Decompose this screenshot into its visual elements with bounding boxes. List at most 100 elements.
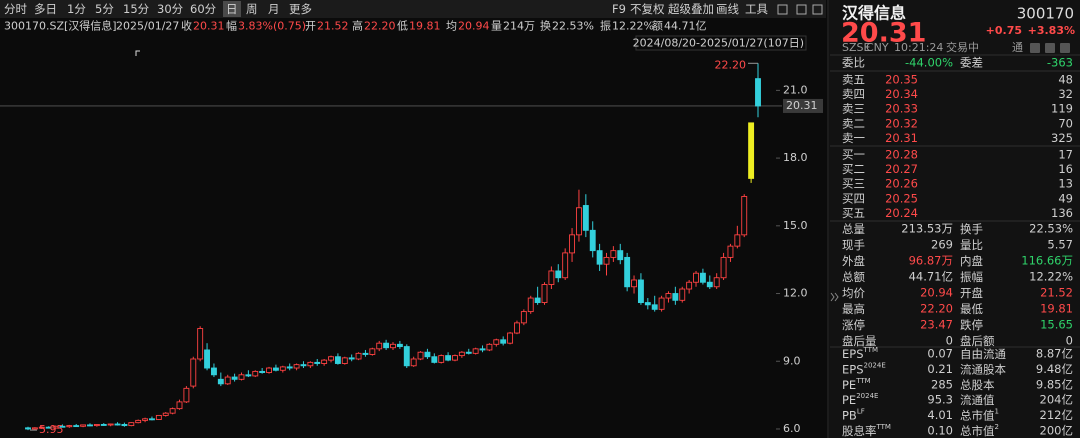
last-price-box <box>783 98 823 113</box>
book-price: 20.24 <box>885 206 918 220</box>
stat-value: 21.52 <box>1040 286 1073 300</box>
stat-label-text: EPS <box>842 362 864 376</box>
candle-body <box>355 352 362 360</box>
info-value: 12.22% <box>612 20 654 33</box>
candle-body <box>272 367 279 371</box>
stat-value: 200亿 <box>1040 424 1073 438</box>
period-tab[interactable]: 日 <box>226 2 238 16</box>
info-label: 开 <box>305 20 316 33</box>
candle-body <box>534 297 541 304</box>
y-tick-label: 15.0 <box>783 219 808 232</box>
badge-icon[interactable] <box>1060 43 1070 53</box>
candle-body <box>644 302 651 306</box>
stat-label-text: PB <box>842 408 857 422</box>
stat-value: 15.65 <box>1040 318 1073 332</box>
candle-body <box>734 234 741 247</box>
stat-label-text: 总市值 <box>960 424 995 438</box>
stat-label-text: EPS <box>842 347 864 361</box>
candle-body <box>252 370 259 377</box>
period-tab[interactable]: 更多 <box>289 2 312 16</box>
stock-name: 汉得信息 <box>842 4 906 23</box>
stat-label: 跌停 <box>960 318 983 332</box>
stat-label: EPS2024E <box>842 361 886 376</box>
period-tab[interactable]: 多日 <box>34 2 57 16</box>
book-label: 卖五 <box>842 73 865 87</box>
period-tab[interactable]: 分时 <box>4 2 27 16</box>
candle-body <box>210 367 217 376</box>
stat-label: 最高 <box>842 302 865 316</box>
candle-body <box>741 196 748 236</box>
tool-button[interactable]: 超级叠加 <box>668 2 714 16</box>
range-box[interactable] <box>635 35 807 51</box>
stat-value: 204亿 <box>1040 393 1073 407</box>
badge-icon[interactable] <box>1030 43 1040 53</box>
stat-label-text: 总额 <box>842 270 865 284</box>
tool-button[interactable]: F9 <box>612 2 626 16</box>
stat-value: 0.07 <box>927 347 953 361</box>
stat-value: 285 <box>931 377 953 391</box>
collapse-icon[interactable] <box>830 292 835 302</box>
badge-icon[interactable] <box>1045 43 1055 53</box>
period-tab[interactable]: 周 <box>246 2 258 16</box>
last-price-label: 20.31 <box>786 99 818 112</box>
book-label: 买四 <box>842 191 865 205</box>
book-label: 买五 <box>842 206 865 220</box>
collapse-icon[interactable] <box>834 292 839 302</box>
candle-body <box>93 424 100 427</box>
toolbar-icon[interactable] <box>812 4 823 15</box>
stat-label: 均价 <box>842 286 865 300</box>
stat-value: 44.71亿 <box>909 270 953 284</box>
period-selected <box>223 1 241 17</box>
book-price: 20.32 <box>885 116 918 130</box>
book-value: -363 <box>1047 56 1073 70</box>
candle-body <box>514 322 520 334</box>
y-tick-label: 9.0 <box>783 354 801 367</box>
candle-body <box>582 205 589 231</box>
book-label: 买三 <box>842 177 865 191</box>
stat-label-text: 内盘 <box>960 254 983 268</box>
candle-body <box>410 358 417 367</box>
toolbar-icon[interactable] <box>796 4 807 15</box>
stat-label: 换手 <box>960 222 983 236</box>
period-tab[interactable]: 5分 <box>95 2 114 16</box>
info-value: 21.52 <box>317 20 349 33</box>
stat-label-sup: LF <box>857 408 865 416</box>
candle-body <box>610 250 617 258</box>
range-label: 2024/08/20-2025/01/27(107日) <box>633 37 804 50</box>
candle-body <box>142 418 149 421</box>
period-tab[interactable]: 30分 <box>157 2 184 16</box>
period-tab[interactable]: 月 <box>268 2 280 16</box>
change-pct: +3.83% <box>1028 24 1075 37</box>
candle-body <box>31 427 38 430</box>
info-value: 3.83%(0.75) <box>238 20 306 33</box>
stat-label-sup: 2 <box>995 423 999 431</box>
tool-button[interactable]: 工具 <box>745 2 768 16</box>
candle-body <box>431 356 438 363</box>
period-tab[interactable]: 1分 <box>67 2 86 16</box>
toolbar-icon[interactable] <box>777 4 788 15</box>
stat-value: 9.85亿 <box>1036 377 1073 391</box>
stat-label-text: 总市值 <box>960 408 995 422</box>
book-volume: 16 <box>1058 162 1073 176</box>
period-tab[interactable]: 60分 <box>190 2 217 16</box>
info-label: 收 <box>181 19 192 33</box>
symbol: 300170.SZ[汉得信息] <box>4 19 117 33</box>
tool-button[interactable]: 不复权 <box>630 2 665 16</box>
stat-label-text: 外盘 <box>842 254 865 268</box>
tool-button[interactable]: 画线 <box>716 2 739 16</box>
candle-body <box>713 277 720 288</box>
candle-body <box>424 351 431 358</box>
info-value: 214万 <box>503 20 535 33</box>
info-label: 低 <box>397 20 408 33</box>
candle-body <box>520 311 527 324</box>
book-label: 卖一 <box>842 131 865 145</box>
book-volume: 119 <box>1051 102 1073 116</box>
candle-body <box>727 245 734 258</box>
period-tab[interactable]: 15分 <box>123 2 150 16</box>
toolbar-bg <box>0 0 826 18</box>
stat-label: 自由流通 <box>960 347 1006 361</box>
candle-body <box>555 270 562 279</box>
candle-body <box>321 359 328 364</box>
candle-body <box>500 339 507 344</box>
